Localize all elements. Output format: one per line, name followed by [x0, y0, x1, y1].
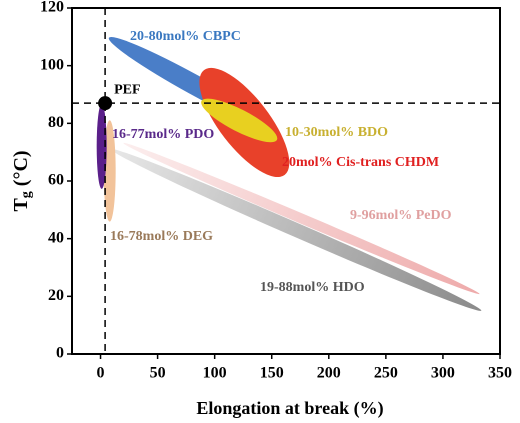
y-label-main: T [10, 198, 32, 212]
region-label: 20-80mol% CBPC [130, 29, 241, 44]
y-axis-label: Tg (°C) [10, 150, 35, 211]
region [201, 98, 278, 143]
region-label: 19-88mol% HDO [260, 280, 365, 295]
y-tick-label: 40 [48, 229, 64, 246]
x-tick-label: 300 [431, 365, 455, 382]
region [96, 103, 107, 189]
y-tick-label: 100 [40, 56, 64, 73]
x-axis-label: Elongation at break (%) [196, 398, 383, 419]
x-tick-label: 200 [317, 365, 341, 382]
point-label: PEF [114, 82, 140, 97]
y-label-unit: (°C) [10, 150, 32, 191]
y-label-sub: g [19, 191, 34, 198]
x-tick-label: 0 [97, 365, 105, 382]
y-tick-label: 80 [48, 114, 64, 131]
y-tick-label: 0 [56, 345, 64, 362]
y-tick-label: 120 [40, 0, 64, 16]
region-label: 10-30mol% BDO [285, 125, 388, 140]
x-tick-label: 50 [150, 365, 166, 382]
region-label: 20mol% Cis-trans CHDM [282, 155, 439, 170]
x-tick-label: 250 [374, 365, 398, 382]
plot-area: 0 50 100 150 200 250 300 350 0 20 40 60 80 100 120 PEF 1… [40, 0, 512, 382]
x-tick-label: 350 [488, 365, 512, 382]
y-tick-label: 20 [48, 287, 64, 304]
y-tick-label: 60 [48, 172, 64, 189]
region [123, 142, 480, 295]
point [98, 96, 113, 111]
x-tick-label: 100 [203, 365, 227, 382]
x-tick-label: 150 [260, 365, 284, 382]
region [111, 149, 482, 311]
region-label: 9-96mol% PeDO [350, 208, 452, 223]
region-label: 16-77mol% PDO [112, 127, 214, 142]
region-label: 16-78mol% DEG [110, 229, 213, 244]
plot-frame [71, 7, 501, 355]
